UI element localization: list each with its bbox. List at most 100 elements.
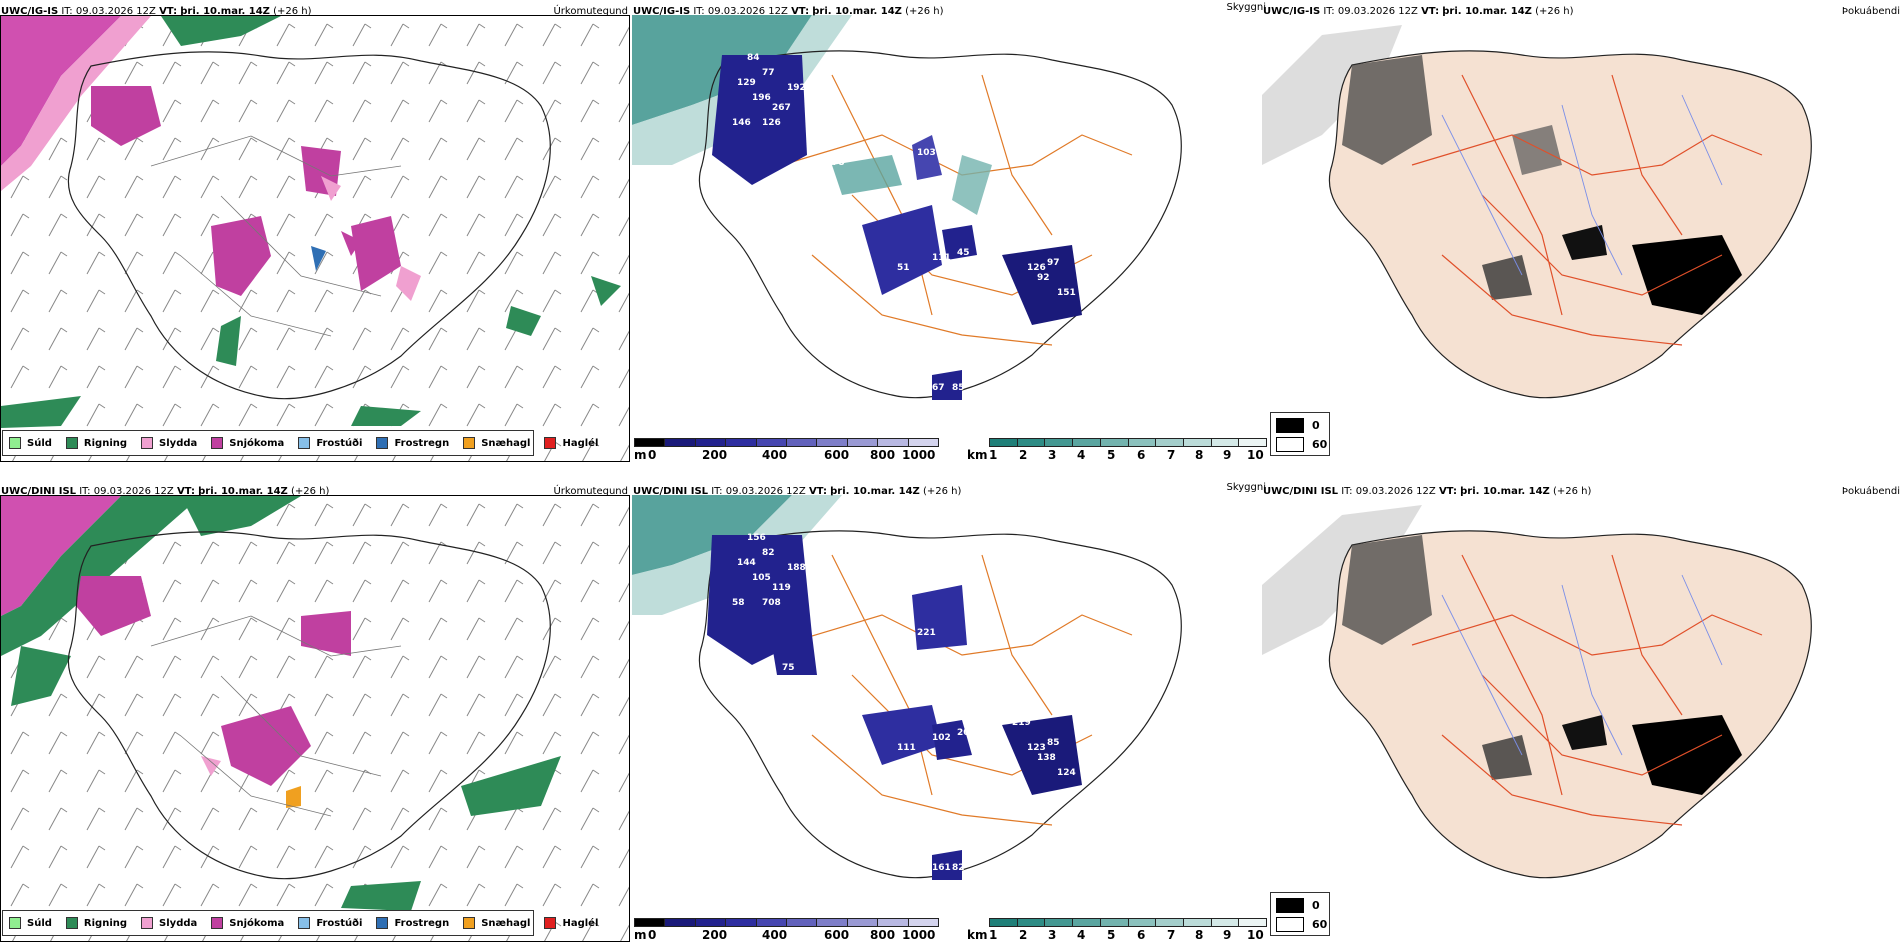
snow-depth-label: 267	[772, 103, 791, 113]
colorbar-segment	[817, 439, 848, 446]
precip-type-title: Úrkomutegund	[553, 6, 628, 17]
snow-depth-label: 126	[762, 118, 781, 128]
colorbar-segment	[665, 439, 696, 446]
fog-map	[1262, 505, 1812, 879]
legend-swatch	[544, 917, 557, 929]
colorbar-segment	[1211, 919, 1240, 926]
snow-depth-label: 119	[772, 583, 791, 593]
colorbar-segment	[1211, 439, 1240, 446]
legend-swatch	[211, 917, 224, 929]
snow-depth-label: 192	[787, 83, 806, 93]
precip-map	[1, 496, 629, 941]
legend-swatch	[141, 437, 154, 449]
visibility-colorbar: km 1 2 3 4 5 6 7 8 9 10	[967, 918, 1267, 942]
visibility-panel-2: UWC/DINI ISL IT: 09.03.2026 12Z VT: þri.…	[632, 480, 1267, 945]
legend-item: Frostúði	[298, 437, 362, 449]
precip-type-legend: Súld Rigning Slydda Snjókoma Frostúði Fr…	[2, 430, 598, 456]
precip-type-title: Úrkomutegund	[553, 486, 628, 497]
colorbar-segment	[726, 919, 757, 926]
snow-depth-label: 74	[782, 183, 795, 193]
colorbar-segment	[1073, 439, 1101, 446]
snow-depth-label: 146	[732, 118, 751, 128]
colorbar-segment	[990, 439, 1018, 446]
colorbar-segment	[635, 919, 666, 926]
snow-depth-colorbar: m 0 200 400 600 800 1000	[634, 918, 939, 942]
legend-item: Haglél	[544, 437, 598, 449]
legend-item: Snæhagl	[463, 917, 530, 929]
visibility-title: Skyggni	[1226, 2, 1266, 13]
fog-swatch	[1276, 418, 1304, 433]
legend-swatch	[298, 437, 311, 449]
fog-swatch	[1276, 437, 1304, 452]
legend-swatch	[9, 437, 21, 449]
snow-depth-label: 708	[762, 598, 781, 608]
snow-depth-label: 209	[957, 728, 976, 738]
snow-depth-label: 124	[1012, 238, 1031, 248]
legend-item: Snjókoma	[211, 437, 284, 449]
colorbar-segment	[756, 919, 788, 926]
colorbar-segment	[908, 919, 939, 926]
snow-depth-label: 58	[702, 698, 715, 708]
fog-panel-2: UWC/DINI ISL IT: 09.03.2026 12Z VT: þri.…	[1262, 480, 1900, 945]
snow-depth-label: 191	[982, 218, 1001, 228]
colorbar-segment	[665, 919, 696, 926]
snow-depth-label: 129	[737, 78, 756, 88]
snow-depth-label: 196	[752, 93, 771, 103]
colorbar-segment	[756, 439, 788, 446]
colorbar-segment	[847, 439, 879, 446]
snow-depth-label: 105	[752, 573, 771, 583]
legend-item: Slydda	[141, 917, 197, 929]
colorbar-segment	[787, 919, 818, 926]
snow-depth-label: 111	[932, 253, 951, 263]
precip-type-panel-2: UWC/DINI ISL IT: 09.03.2026 12Z VT: þri.…	[0, 480, 632, 945]
legend-swatch	[211, 437, 224, 449]
snow-depth-label: 219	[1012, 718, 1031, 728]
fog-title: Þokuábendi	[1841, 486, 1900, 497]
snow-depth-label: 75	[782, 663, 795, 673]
colorbar-segment	[695, 919, 727, 926]
snow-depth-label: 75	[722, 208, 735, 218]
visibility-colorbar: km 1 2 3 4 5 6 7 8 9 10	[967, 438, 1267, 462]
visibility-map	[632, 15, 1182, 400]
legend-swatch	[463, 437, 476, 449]
snow-depth-label: 51	[897, 263, 910, 273]
visibility-title: Skyggni	[1226, 482, 1266, 493]
snow-depth-label: 78	[832, 158, 845, 168]
snow-depth-label: 92	[1037, 273, 1050, 283]
colorbar-segment	[1239, 919, 1267, 926]
colorbar-segment	[695, 439, 727, 446]
legend-swatch	[376, 437, 389, 449]
legend-item: Snjókoma	[211, 917, 284, 929]
fog-title: Þokuábendi	[1841, 6, 1900, 17]
precip-type-panel-1: UWC/IG-IS IT: 09.03.2026 12Z VT: þri. 10…	[0, 0, 632, 465]
colorbar-segment	[635, 439, 666, 446]
panel-title: UWC/DINI ISL IT: 09.03.2026 12Z VT: þri.…	[633, 486, 962, 497]
colorbar-segment	[1128, 439, 1157, 446]
fog-map	[1262, 25, 1812, 399]
snow-depth-label: 104	[722, 688, 741, 698]
colorbar-segment	[1183, 919, 1212, 926]
legend-swatch	[544, 437, 557, 449]
colorbar-segment	[1156, 439, 1184, 446]
colorbar-segment	[1183, 439, 1212, 446]
colorbar-segment	[726, 439, 757, 446]
fog-legend: 0 60	[1270, 892, 1330, 936]
colorbar-segment	[1239, 439, 1267, 446]
panel-title: UWC/IG-IS IT: 09.03.2026 12Z VT: þri. 10…	[1, 6, 312, 17]
snow-depth-label: 82	[762, 548, 775, 558]
colorbar-segment	[1100, 439, 1129, 446]
legend-swatch	[65, 437, 78, 449]
snow-depth-label: 63	[812, 228, 825, 238]
legend-item: Frostregn	[376, 437, 449, 449]
colorbar-segment	[1045, 439, 1074, 446]
snow-depth-label: 123	[1027, 743, 1046, 753]
legend-item: Súld	[9, 917, 52, 929]
colorbar-segment	[787, 439, 818, 446]
colorbar-segment	[1017, 919, 1046, 926]
legend-item: Súld	[9, 437, 52, 449]
snow-depth-label: 77	[762, 68, 775, 78]
snow-depth-label: 151	[1057, 288, 1076, 298]
snow-depth-label: 67	[932, 383, 945, 393]
legend-swatch	[65, 917, 78, 929]
